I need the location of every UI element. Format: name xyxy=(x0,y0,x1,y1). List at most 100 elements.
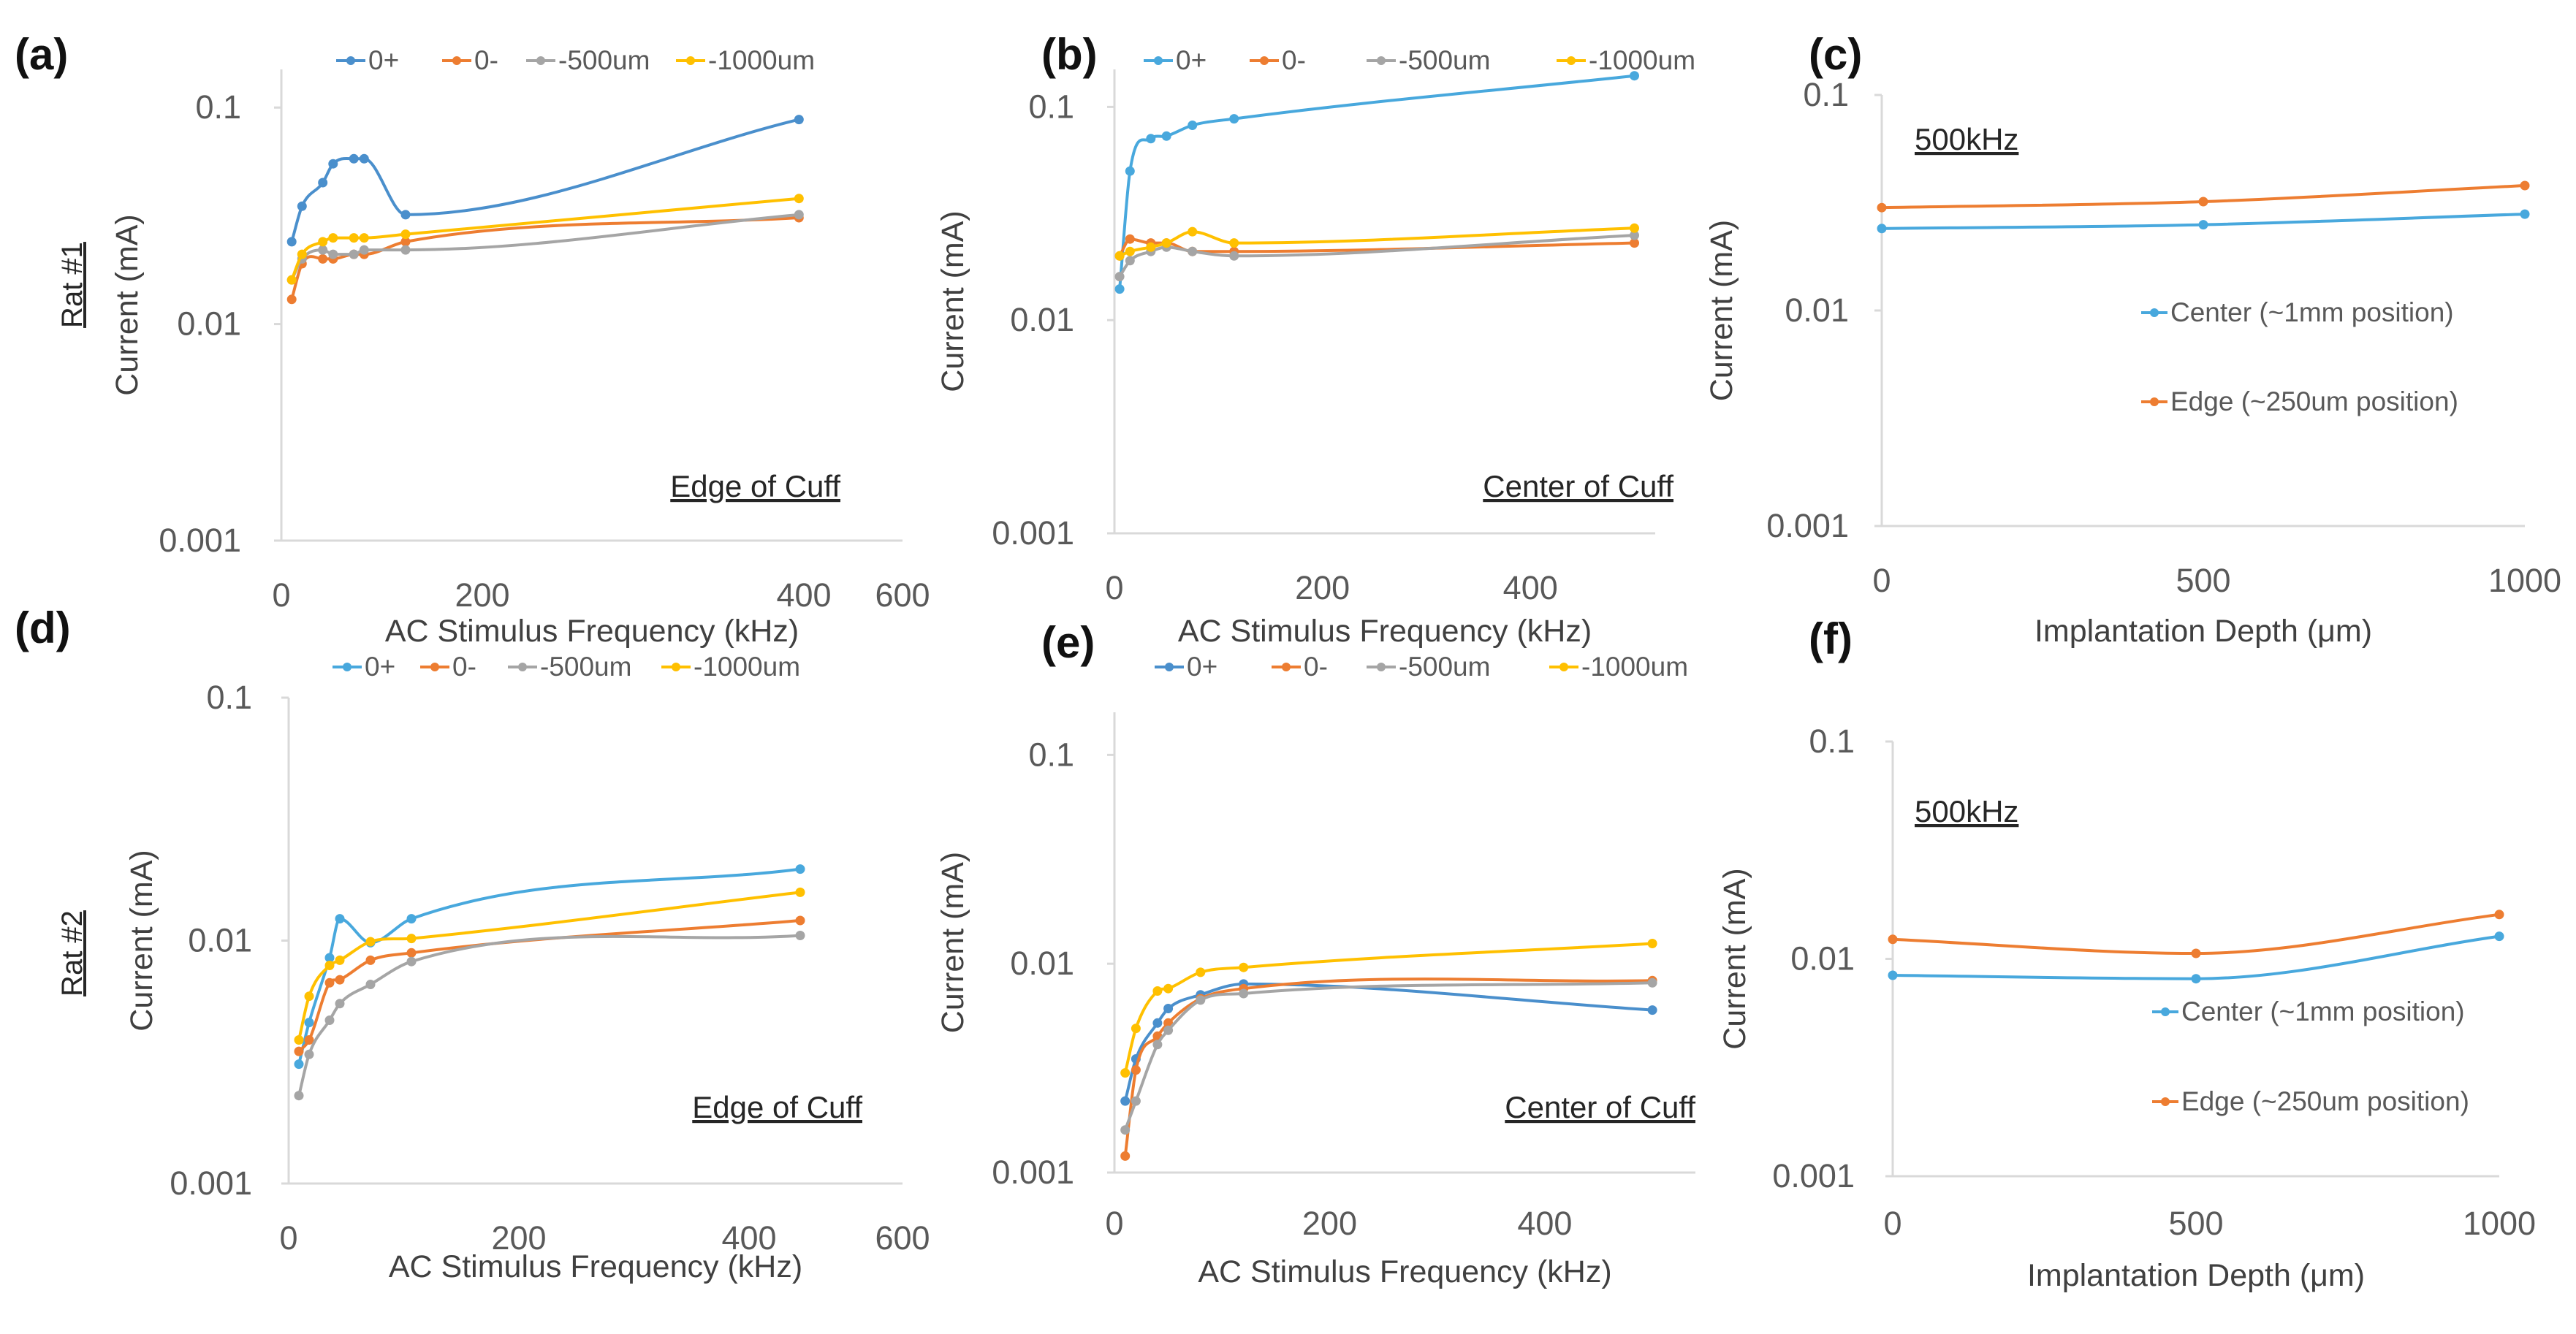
panel-b-series-0-point xyxy=(1125,166,1135,176)
panel-a-series-0-point xyxy=(318,254,328,264)
panel-b-series-1000um-point xyxy=(1114,251,1125,261)
panel-b: (b) 0.001 0.01 0.1 0 200 400 AC Stimulus Freque… xyxy=(935,30,1695,649)
panel-b-series-1000um-point xyxy=(1229,238,1239,248)
panel-f-series-edge250umposition-line xyxy=(1892,912,2500,956)
panel-d-legend-label: -500um xyxy=(540,652,631,682)
panel-f-legend-label: Center (~1mm position) xyxy=(2181,996,2465,1026)
panel-d-series-1000um-point xyxy=(406,934,417,944)
panel-e-series-500um-point xyxy=(1131,1096,1141,1106)
panel-b-series-0-point xyxy=(1125,234,1135,244)
panel-b-ytick-label: 0.1 xyxy=(1028,88,1074,125)
panel-a-legend-label: -1000um xyxy=(708,45,815,75)
panel-b-letter: (b) xyxy=(1041,30,1098,79)
panel-d-series-0-point xyxy=(294,1046,304,1056)
panel-a-y-title: Current (mA) xyxy=(110,214,145,395)
panel-c-legend-label: Edge (~250um position) xyxy=(2170,386,2458,416)
panel-e: (e) 0.001 0.01 0.1 0 200 400 AC Stimulus Freque… xyxy=(935,618,1695,1289)
panel-e-xtick-label: 400 xyxy=(1517,1205,1572,1242)
panel-e-series-0-point xyxy=(1647,1005,1657,1015)
panel-f-y-title: Current (mA) xyxy=(1717,868,1752,1049)
panel-b-legend-label: -500um xyxy=(1399,45,1490,75)
panel-d-legend-marker xyxy=(343,663,352,671)
panel-e-ytick-label: 0.001 xyxy=(992,1154,1074,1191)
panel-b-legend-label: 0- xyxy=(1282,45,1306,75)
panel-d-legend-label: -1000um xyxy=(694,652,800,682)
panel-c: (c) 0.001 0.01 0.1 0 500 1000 Implantation Dept… xyxy=(1704,30,2561,649)
panel-c-x-title: Implantation Depth (μm) xyxy=(2034,614,2372,649)
panel-c-series-edge250umposition-point xyxy=(2520,180,2530,191)
panel-e-legend-marker xyxy=(1282,663,1291,671)
panel-b-series-0-line xyxy=(1118,74,1635,289)
panel-d-series-1000um-point xyxy=(294,1035,304,1045)
panel-e-series-1000um-point xyxy=(1131,1024,1141,1034)
panel-a-series-500um-point xyxy=(328,249,338,259)
panel-d-ytick-label: 0.001 xyxy=(170,1165,252,1202)
panel-b-series-0-point xyxy=(1161,131,1171,141)
panel-c-ytick-label: 0.001 xyxy=(1766,507,1849,544)
panel-a-legend-marker xyxy=(452,56,461,65)
panel-f-ytick-label: 0.1 xyxy=(1809,723,1855,760)
panel-d-legend-label: 0+ xyxy=(365,652,395,682)
panel-d-legend-marker xyxy=(518,663,527,671)
panel-d-x-title: AC Stimulus Frequency (kHz) xyxy=(389,1249,802,1284)
panel-d-legend-label: 0- xyxy=(452,652,476,682)
panel-d-series-500um-point xyxy=(304,1049,314,1059)
panel-e-legend-marker xyxy=(1377,663,1386,671)
panel-c-legend-label: Center (~1mm position) xyxy=(2170,297,2454,327)
panel-c-series-center1mmposition-point xyxy=(2520,209,2530,219)
panel-f-annotation: 500kHz xyxy=(1915,794,2018,828)
panel-a: (a) 0.001 0.01 0.1 0 200 400 600 AC Stimulus Fre… xyxy=(15,30,930,649)
panel-e-y-title: Current (mA) xyxy=(935,852,970,1033)
panel-a-series-1000um-point xyxy=(318,237,328,247)
panel-c-letter: (c) xyxy=(1809,30,1862,79)
panel-d-series-0-point xyxy=(406,948,417,958)
panel-d-series-0-point xyxy=(795,915,805,926)
panel-a-series-500um-point xyxy=(359,245,369,255)
panel-d-series-500um-point xyxy=(406,956,417,967)
panel-b-legend-marker xyxy=(1567,56,1576,65)
panel-a-series-1000um-point xyxy=(297,249,307,259)
panel-b-xtick-label: 400 xyxy=(1503,569,1558,606)
panel-e-series-1000um-point xyxy=(1120,1068,1131,1078)
panel-a-series-500um-point xyxy=(349,249,359,259)
panel-b-ytick-label: 0.01 xyxy=(1010,301,1074,338)
panel-c-ytick-label: 0.01 xyxy=(1785,291,1849,329)
panel-e-series-500um-point xyxy=(1196,995,1206,1005)
panel-e-series-1000um-line xyxy=(1123,942,1653,1074)
panel-e-legend-label: 0+ xyxy=(1187,652,1217,682)
panel-e-series-0-point xyxy=(1120,1151,1131,1161)
panel-f-legend-marker xyxy=(2161,1007,2170,1016)
panel-b-series-0-point xyxy=(1229,114,1239,124)
panel-d-y-title: Current (mA) xyxy=(124,850,159,1031)
panel-a-ytick-label: 0.1 xyxy=(195,88,241,126)
panel-a-series-1000um-point xyxy=(400,229,411,240)
panel-c-legend-marker xyxy=(2150,397,2159,406)
panel-b-series-1000um-point xyxy=(1630,223,1639,233)
panel-f-letter: (f) xyxy=(1809,614,1853,663)
panel-d-series-0-point xyxy=(324,977,335,988)
panel-b-series-500um-point xyxy=(1229,251,1239,261)
panel-d-legend-marker xyxy=(430,663,439,671)
panel-e-series-500um-point xyxy=(1163,1025,1174,1035)
panel-e-series-1000um-point xyxy=(1152,986,1163,996)
panel-b-annotation: Center of Cuff xyxy=(1483,469,1673,503)
panel-c-xtick-label: 1000 xyxy=(2488,562,2561,599)
panel-d-series-500um-point xyxy=(795,931,805,940)
panel-f-xtick-label: 1000 xyxy=(2463,1205,2536,1242)
panel-b-series-0-point xyxy=(1630,71,1639,81)
panel-c-series-edge250umposition-point xyxy=(1877,202,1887,213)
panel-a-series-0-line xyxy=(290,216,799,300)
panel-a-series-500um-point xyxy=(318,245,328,255)
panel-f-series-edge250umposition-point xyxy=(2494,910,2504,920)
panel-b-legend-label: 0+ xyxy=(1176,45,1207,75)
panel-e-series-1000um-point xyxy=(1239,962,1249,972)
panel-f-ytick-label: 0.01 xyxy=(1790,940,1855,977)
panel-f-series-edge250umposition-point xyxy=(1888,934,1898,945)
panel-e-x-title: AC Stimulus Frequency (kHz) xyxy=(1198,1254,1611,1289)
panel-a-letter: (a) xyxy=(15,30,68,79)
panel-f-x-title: Implantation Depth (μm) xyxy=(2027,1258,2365,1293)
panel-c-series-center1mmposition-point xyxy=(1877,224,1887,234)
panel-b-series-0-point xyxy=(1630,238,1639,248)
panel-a-legend-label: -500um xyxy=(558,45,650,75)
panel-e-series-1000um-point xyxy=(1163,983,1174,994)
